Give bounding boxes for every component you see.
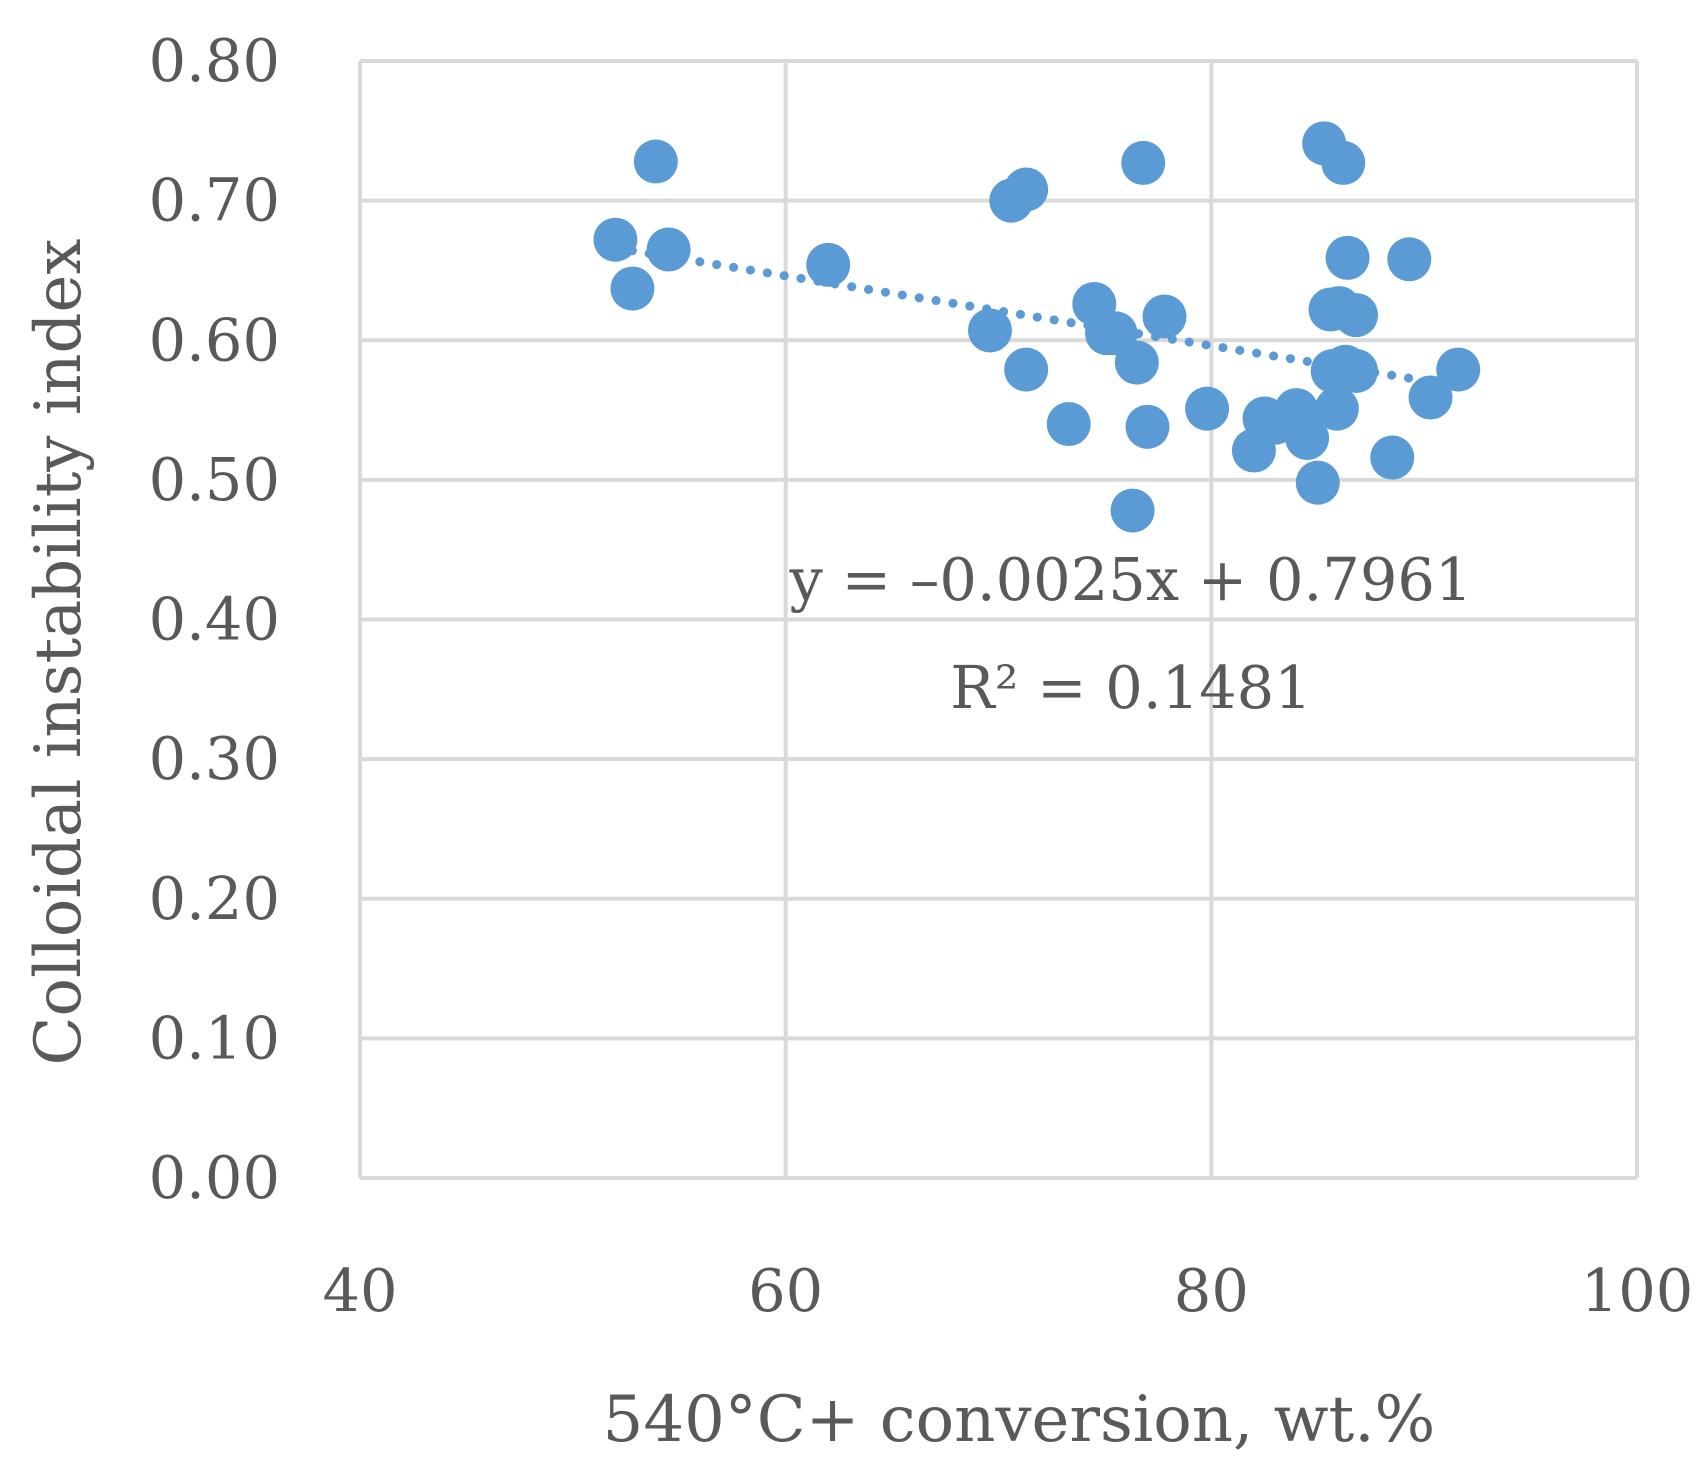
data-point bbox=[1321, 140, 1366, 185]
data-point bbox=[593, 217, 638, 262]
x-tick-label: 40 bbox=[322, 1256, 397, 1325]
data-point bbox=[646, 227, 691, 272]
x-tick-label: 60 bbox=[748, 1256, 823, 1325]
grid bbox=[360, 59, 1639, 1178]
trendline-r2: R² = 0.1481 bbox=[950, 653, 1311, 722]
data-point bbox=[1121, 140, 1166, 185]
data-point bbox=[633, 139, 678, 184]
data-point bbox=[1314, 386, 1359, 431]
data-point bbox=[1285, 415, 1330, 460]
data-point bbox=[1408, 375, 1453, 420]
data-point bbox=[1004, 347, 1049, 392]
trendline-group bbox=[610, 243, 1463, 391]
y-tick-label: 0.80 bbox=[149, 26, 280, 95]
data-point bbox=[1110, 488, 1155, 533]
y-tick-label: 0.20 bbox=[149, 864, 280, 933]
y-tick-label: 0.50 bbox=[149, 445, 280, 514]
y-tick-label: 0.00 bbox=[149, 1143, 280, 1212]
data-point bbox=[1436, 347, 1481, 392]
data-point bbox=[1125, 404, 1170, 449]
y-tick-label: 0.70 bbox=[149, 166, 280, 235]
y-tick-label: 0.10 bbox=[149, 1003, 280, 1072]
x-axis-title: 540°C+ conversion, wt.% bbox=[603, 1383, 1436, 1457]
x-tick-label: 80 bbox=[1174, 1256, 1249, 1325]
data-point bbox=[1370, 435, 1415, 480]
y-tick-label: 0.60 bbox=[149, 305, 280, 374]
data-points bbox=[593, 121, 1481, 533]
data-point bbox=[1387, 237, 1432, 282]
x-tick-label: 100 bbox=[1581, 1256, 1694, 1325]
y-tick-label: 0.30 bbox=[149, 724, 280, 793]
data-point bbox=[1295, 460, 1340, 505]
data-point bbox=[1325, 235, 1370, 280]
data-point bbox=[1185, 386, 1230, 431]
data-point bbox=[610, 266, 655, 311]
y-tick-label: 0.40 bbox=[149, 585, 280, 654]
data-point bbox=[1142, 294, 1187, 339]
data-point bbox=[1004, 167, 1049, 212]
trendline bbox=[610, 243, 1463, 391]
axes: 0.00 0.10 0.20 0.30 0.40 0.50 0.60 0.70 0.80 40 60… bbox=[149, 26, 1694, 1325]
data-point bbox=[1334, 348, 1379, 393]
data-point bbox=[806, 242, 851, 287]
y-axis-title: Colloidal instability index bbox=[22, 239, 96, 1066]
data-point bbox=[967, 308, 1012, 353]
data-point bbox=[1046, 402, 1091, 447]
trendline-equation: y = –0.0025x + 0.7961 bbox=[789, 545, 1473, 614]
data-point bbox=[1114, 340, 1159, 385]
data-point bbox=[1334, 293, 1379, 338]
